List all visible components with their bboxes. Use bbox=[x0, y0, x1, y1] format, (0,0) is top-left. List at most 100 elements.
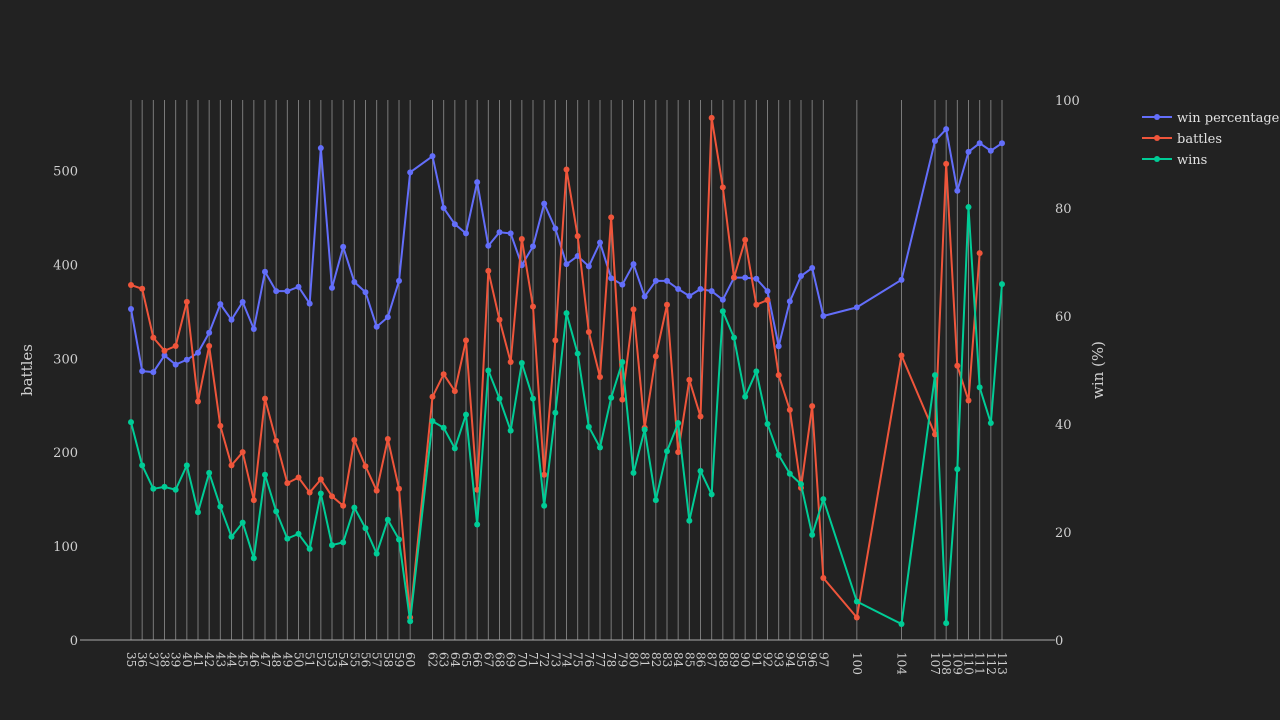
data-point-battles bbox=[574, 233, 581, 240]
x-tick-label: 81 bbox=[638, 652, 652, 667]
data-point-battles bbox=[708, 114, 715, 121]
data-point-wins bbox=[731, 334, 737, 341]
data-point-win-percentage bbox=[898, 276, 905, 283]
legend-label[interactable]: win percentage bbox=[1177, 111, 1280, 126]
data-point-battles bbox=[384, 436, 391, 443]
x-tick-label: 112 bbox=[984, 652, 998, 675]
data-point-wins bbox=[820, 496, 827, 503]
data-point-battles bbox=[563, 166, 570, 173]
x-tick-label: 57 bbox=[370, 652, 384, 667]
data-point-wins bbox=[429, 418, 436, 425]
data-point-wins bbox=[228, 533, 235, 540]
x-tick-label: 43 bbox=[213, 652, 227, 667]
data-point-win-percentage bbox=[306, 300, 313, 307]
data-point-wins bbox=[675, 420, 682, 427]
x-tick-label: 75 bbox=[571, 652, 585, 667]
data-point-wins bbox=[608, 394, 615, 401]
data-point-battles bbox=[652, 353, 659, 360]
data-point-wins bbox=[306, 545, 313, 552]
data-point-battles bbox=[317, 476, 324, 483]
series-layer bbox=[128, 114, 1005, 628]
data-point-wins bbox=[284, 535, 291, 542]
data-point-win-percentage bbox=[708, 288, 715, 295]
x-tick-label: 72 bbox=[537, 652, 551, 667]
x-tick-label: 73 bbox=[548, 652, 562, 667]
data-point-wins bbox=[697, 467, 704, 474]
data-point-wins bbox=[719, 308, 726, 315]
x-tick-label: 63 bbox=[437, 652, 451, 667]
data-point-win-percentage bbox=[396, 277, 402, 284]
legend-label[interactable]: wins bbox=[1177, 153, 1207, 168]
data-point-battles bbox=[597, 374, 603, 381]
x-tick-label: 54 bbox=[336, 652, 350, 668]
x-tick-label: 80 bbox=[627, 652, 641, 667]
data-point-wins bbox=[619, 359, 626, 366]
data-point-battles bbox=[552, 337, 559, 344]
data-point-wins bbox=[250, 555, 257, 562]
x-tick-label: 83 bbox=[660, 652, 674, 667]
x-tick-label: 67 bbox=[481, 652, 495, 667]
data-point-battles bbox=[530, 303, 536, 310]
y-right-tick-label: 100 bbox=[1055, 94, 1080, 109]
x-tick-label: 85 bbox=[682, 652, 696, 667]
data-point-win-percentage bbox=[775, 343, 782, 350]
data-point-win-percentage bbox=[407, 169, 414, 176]
data-point-win-percentage bbox=[675, 286, 682, 292]
data-point-win-percentage bbox=[619, 281, 626, 288]
data-point-win-percentage bbox=[652, 277, 659, 284]
data-point-wins bbox=[518, 359, 525, 366]
data-point-battles bbox=[295, 474, 302, 481]
y-left-tick-label: 500 bbox=[53, 164, 78, 179]
x-tick-label: 92 bbox=[761, 652, 775, 667]
data-point-win-percentage bbox=[384, 314, 391, 321]
legend-label[interactable]: battles bbox=[1177, 132, 1222, 147]
x-tick-label: 76 bbox=[582, 652, 596, 667]
data-point-battles bbox=[329, 493, 335, 500]
x-tick-label: 53 bbox=[325, 652, 339, 667]
x-tick-label: 90 bbox=[738, 652, 752, 667]
data-point-win-percentage bbox=[139, 368, 146, 375]
data-point-battles bbox=[250, 497, 257, 504]
data-point-wins bbox=[630, 469, 637, 476]
y-right-axis-title: win (%) bbox=[1089, 341, 1107, 399]
data-point-wins bbox=[362, 525, 369, 532]
data-point-win-percentage bbox=[262, 268, 268, 275]
x-tick-label: 87 bbox=[705, 652, 719, 667]
data-point-win-percentage bbox=[820, 313, 827, 319]
data-point-win-percentage bbox=[228, 316, 235, 323]
data-point-wins bbox=[932, 372, 938, 379]
data-point-wins bbox=[664, 448, 670, 455]
x-tick-label: 108 bbox=[939, 652, 953, 675]
data-point-battles bbox=[943, 160, 950, 167]
data-point-battles bbox=[373, 487, 380, 494]
data-point-win-percentage bbox=[161, 352, 168, 359]
data-point-wins bbox=[273, 508, 280, 515]
x-tick-label: 113 bbox=[995, 652, 1009, 675]
data-point-win-percentage bbox=[943, 126, 950, 133]
data-point-win-percentage bbox=[373, 323, 380, 330]
data-point-battles bbox=[396, 485, 402, 492]
x-tick-label: 88 bbox=[716, 652, 730, 667]
data-point-wins bbox=[597, 444, 603, 451]
x-tick-label: 41 bbox=[191, 652, 205, 667]
data-point-wins bbox=[496, 395, 503, 402]
data-point-win-percentage bbox=[753, 275, 760, 282]
data-point-battles bbox=[775, 372, 782, 379]
data-point-battles bbox=[809, 403, 816, 410]
data-point-win-percentage bbox=[530, 243, 536, 250]
data-point-battles bbox=[507, 359, 514, 366]
data-point-wins bbox=[407, 618, 414, 625]
data-point-wins bbox=[161, 483, 168, 490]
data-point-battles bbox=[485, 267, 492, 274]
y-right-tick-label: 60 bbox=[1055, 310, 1072, 325]
data-point-battles bbox=[306, 489, 313, 496]
x-tick-label: 96 bbox=[805, 652, 819, 667]
x-tick-label: 38 bbox=[158, 652, 172, 667]
data-point-wins bbox=[530, 395, 536, 402]
data-point-win-percentage bbox=[809, 264, 816, 271]
x-tick-label: 62 bbox=[426, 652, 440, 667]
y-left-tick-label: 0 bbox=[70, 634, 78, 649]
data-point-battles bbox=[228, 462, 235, 469]
data-point-win-percentage bbox=[719, 296, 726, 303]
data-point-wins bbox=[217, 503, 224, 510]
